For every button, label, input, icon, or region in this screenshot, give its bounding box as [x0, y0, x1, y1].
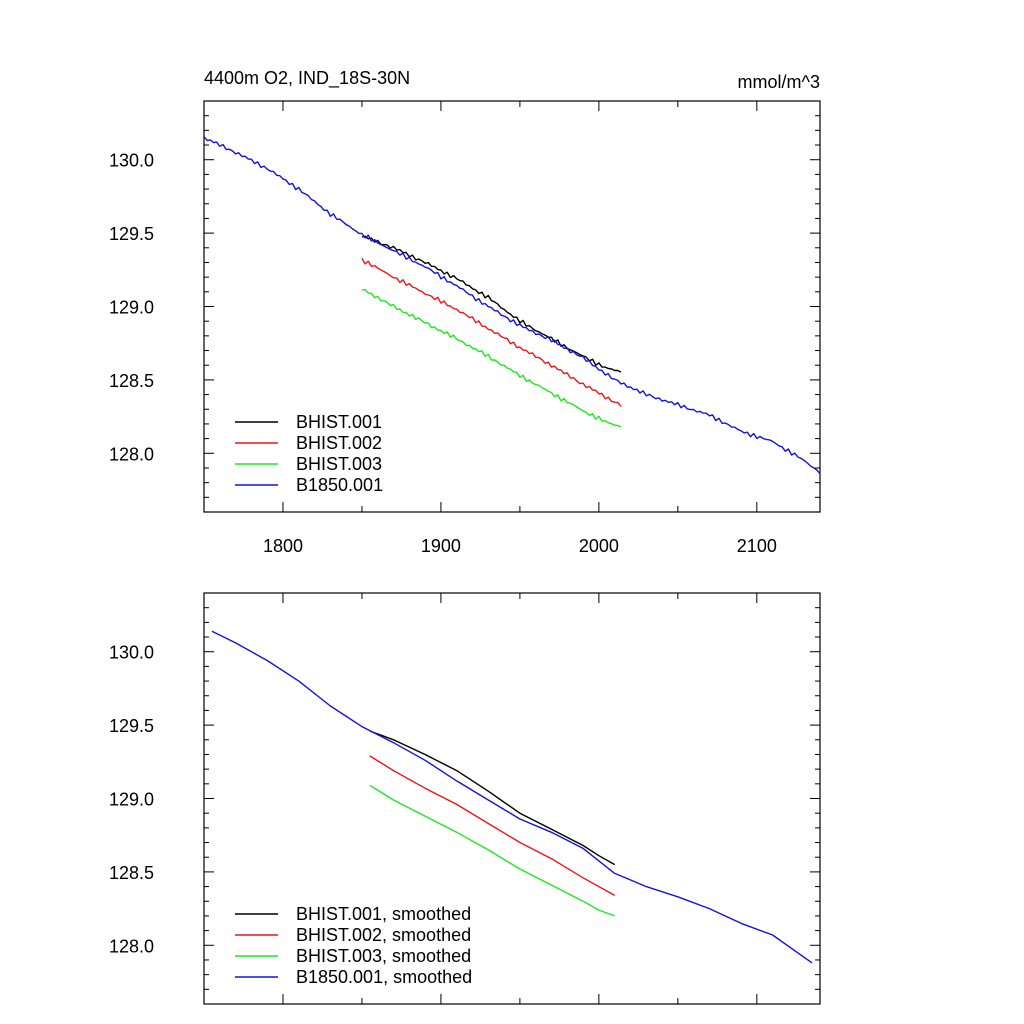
legend-label: BHIST.003, smoothed — [296, 946, 471, 966]
series-line-b1850-001 — [203, 136, 821, 475]
bottom-panel: 128.0 128.5 129.0 129.5 130.0 BHIST.001, smoo… — [109, 592, 821, 1005]
top-panel: 4400m O2, IND_18S-30N mmol/m^3 1800 1900 2… — [109, 68, 821, 556]
x-tick-label: 1800 — [263, 536, 303, 556]
panel-title: 4400m O2, IND_18S-30N — [204, 68, 410, 89]
legend-label: BHIST.003 — [296, 454, 382, 474]
x-tick-label: 1900 — [421, 536, 461, 556]
y-tick-label: 129.0 — [109, 790, 154, 810]
y-tick-label: 129.5 — [109, 224, 154, 244]
legend-label: BHIST.002 — [296, 433, 382, 453]
y-tick-label: 129.5 — [109, 716, 154, 736]
series-line-bhist-001 — [369, 730, 616, 866]
legend-label: BHIST.002, smoothed — [296, 925, 471, 945]
legend-label: B1850.001 — [296, 475, 383, 495]
y-tick-label: 129.0 — [109, 298, 154, 318]
legend-label: B1850.001, smoothed — [296, 967, 472, 987]
y-tick-label: 128.0 — [109, 444, 154, 464]
series-line-bhist-002 — [369, 755, 616, 897]
series-line-bhist-002 — [361, 257, 622, 407]
series-line-bhist-003 — [361, 289, 622, 428]
y-tick-label: 128.5 — [109, 371, 154, 391]
y-tick-label: 130.0 — [109, 151, 154, 171]
units-label: mmol/m^3 — [738, 72, 820, 92]
series-line-bhist-001 — [361, 235, 622, 373]
y-tick-label: 128.0 — [109, 936, 154, 956]
series-line-b1850-001 — [211, 630, 813, 964]
y-tick-label: 128.5 — [109, 863, 154, 883]
legend-label: BHIST.001 — [296, 412, 382, 432]
series-line-bhist-003 — [369, 784, 615, 917]
x-tick-label: 2100 — [737, 536, 777, 556]
y-tick-label: 130.0 — [109, 643, 154, 663]
x-tick-label: 2000 — [579, 536, 619, 556]
legend-label: BHIST.001, smoothed — [296, 904, 471, 924]
